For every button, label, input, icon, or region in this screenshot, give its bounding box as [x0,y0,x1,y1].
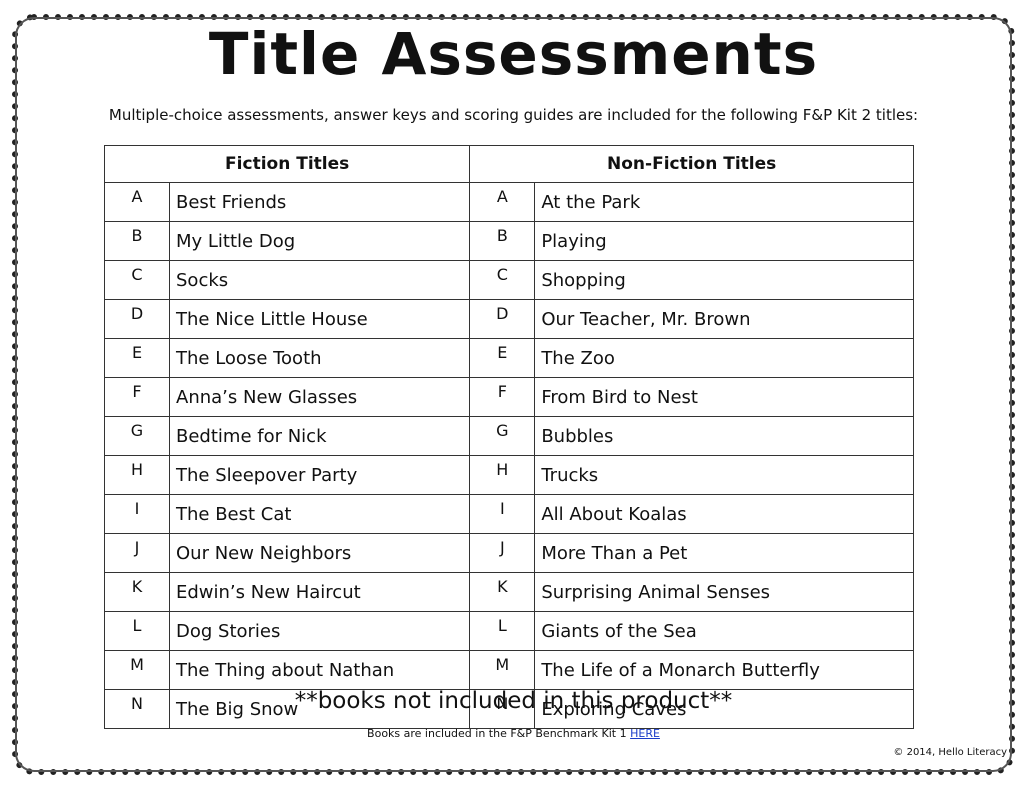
frame [12,14,1015,775]
table-row: J Our New Neighbors J More Than a Pet [104,533,914,573]
level-letter: C [469,260,536,300]
level-letter: E [469,338,536,378]
level-letter: C [104,260,170,300]
level-letter: N [104,689,170,729]
book-title: Anna’s New Glasses [168,377,471,417]
level-letter: A [104,182,170,222]
column-header: Fiction Titles [103,145,471,183]
book-title: Trucks [534,455,914,495]
book-title: Surprising Animal Senses [534,572,914,612]
book-title: Bedtime for Nick [168,416,471,456]
table-body: A Best Friends A At the Park B My Little Dog B… [104,182,914,729]
book-title: The Thing about Nathan [168,650,471,690]
link[interactable]: HERE [630,727,660,740]
book-title: The Sleepover Party [168,455,471,495]
column-header: Non-Fiction Titles [469,145,914,183]
level-letter: L [104,611,170,651]
level-letter: J [104,533,170,573]
level-letter: N [469,689,536,729]
level-letter: F [469,377,536,417]
book-title: The Best Cat [168,494,471,534]
book-title: Playing [534,221,914,261]
table-row: I The Best Cat I All About Koalas [104,494,914,534]
notice: **books not included in this product** [294,688,733,714]
level-letter: E [104,338,170,378]
table-row: A Best Friends A At the Park [104,182,914,222]
book-title: Shopping [534,260,914,300]
book-title: Exploring Caves [534,689,914,729]
book-title: Best Friends [168,182,471,222]
book-title: The Loose Tooth [168,338,471,378]
book-title: All About Koalas [534,494,914,534]
table-row: L Dog Stories L Giants of the Sea [104,611,914,651]
title: Title Assessments [208,20,819,88]
book-title: From Bird to Nest [534,377,914,417]
level-letter: H [104,455,170,495]
book-title: Edwin’s New Haircut [168,572,471,612]
book-title: Socks [168,260,471,300]
book-title: The Zoo [534,338,914,378]
level-letter: M [104,650,170,690]
level-letter: L [469,611,536,651]
book-title: Dog Stories [168,611,471,651]
level-letter: D [469,299,536,339]
note: Books are included in the F&P Benchmark … [0,727,1027,740]
table-row: D The Nice Little House D Our Teacher, Mr. … [104,299,914,339]
level-letter: F [104,377,170,417]
table-row: C Socks C Shopping [104,260,914,300]
book-title: My Little Dog [168,221,471,261]
book-title: Our Teacher, Mr. Brown [534,299,914,339]
book-title: Our New Neighbors [168,533,471,573]
header-row: Fiction Titles Non-Fiction Titles [103,145,914,183]
level-letter: G [469,416,536,456]
level-letter: K [469,572,536,612]
level-letter: I [469,494,536,534]
level-letter: D [104,299,170,339]
book-title: The Nice Little House [168,299,471,339]
level-letter: K [104,572,170,612]
subtitle: Multiple-choice assessments, answer keys… [108,106,919,124]
level-letter: B [104,221,170,261]
note-text: Books are included in the F&P Benchmark … [367,727,627,740]
copyright: © 2014, Hello Literacy [893,747,1007,758]
level-letter: M [469,650,536,690]
level-letter: A [469,182,536,222]
titles-table: Fiction Titles Non-Fiction Titles A Best … [103,145,914,729]
table-row: N The Big Snow N Exploring Caves [104,689,914,729]
level-letter: J [469,533,536,573]
table-row: F Anna’s New Glasses F From Bird to Nest [104,377,914,417]
level-letter: I [104,494,170,534]
book-title: The Big Snow [168,689,471,729]
level-letter: H [469,455,536,495]
table-row: K Edwin’s New Haircut K Surprising Animal S… [104,572,914,612]
book-title: Bubbles [534,416,914,456]
book-title: Giants of the Sea [534,611,914,651]
book-title: More Than a Pet [534,533,914,573]
table-row: E The Loose Tooth E The Zoo [104,338,914,378]
level-letter: B [469,221,536,261]
table-row: B My Little Dog B Playing [104,221,914,261]
level-letter: G [104,416,170,456]
table-row: G Bedtime for Nick G Bubbles [104,416,914,456]
table-row: H The Sleepover Party H Trucks [104,455,914,495]
book-title: The Life of a Monarch Butterfly [534,650,914,690]
book-title: At the Park [534,182,914,222]
table-row: M The Thing about Nathan M The Life of a Mo… [104,650,914,690]
